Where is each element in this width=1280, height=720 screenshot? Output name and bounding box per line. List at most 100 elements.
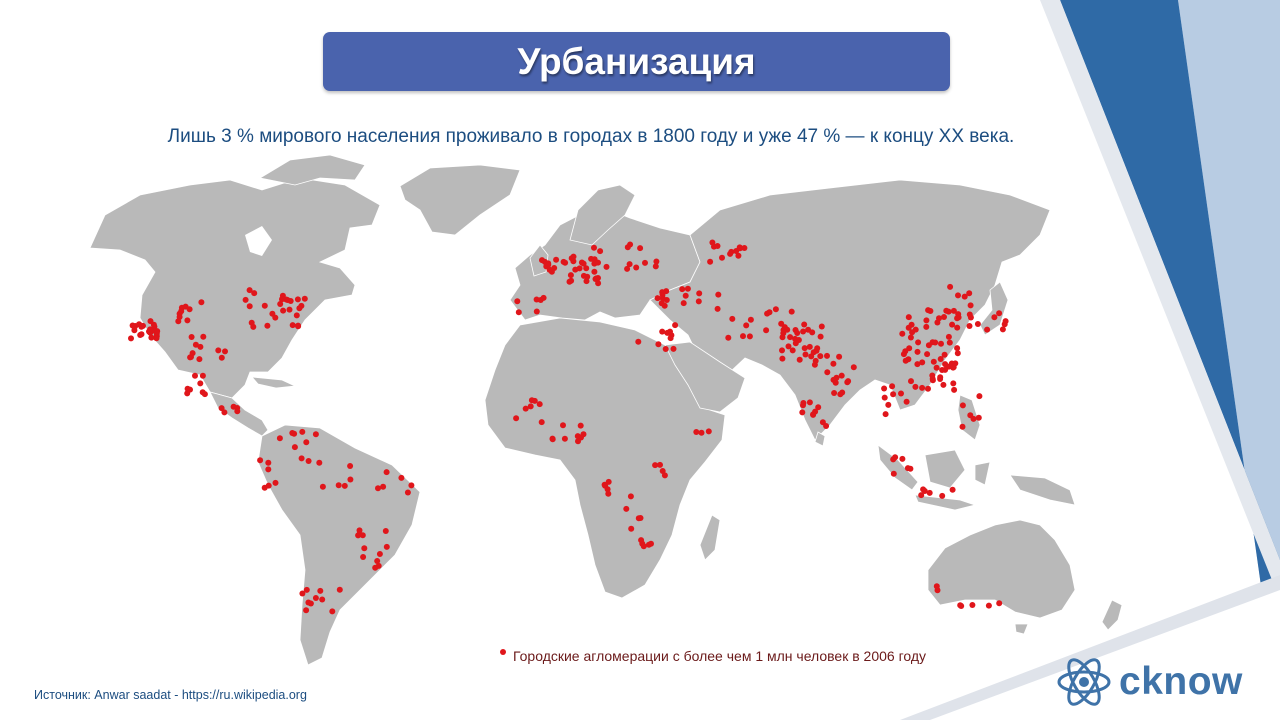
city-dot [347,463,354,469]
city-dot [937,376,944,382]
city-dot [938,340,944,347]
city-dot [178,308,185,315]
city-dot [667,335,674,342]
city-dot [360,554,367,560]
city-dot [903,398,910,405]
city-dot [230,403,237,410]
city-dot [942,361,949,368]
city-dot [907,334,914,341]
city-dot [303,607,310,614]
city-dot [933,583,940,590]
city-dot [623,505,630,512]
city-dot [806,343,813,350]
city-dot [294,296,301,303]
city-dot [662,346,669,352]
city-dot [580,260,587,267]
city-dot [955,292,961,299]
city-dot [383,469,390,476]
city-dot [698,429,705,436]
north-america [89,177,381,399]
cuba [251,376,297,389]
city-dot [514,298,521,305]
city-dot [303,439,310,446]
city-dot [918,492,925,499]
city-dot [810,349,817,356]
city-dot [779,347,785,354]
subtitle: Лишь 3 % мирового населения проживало в … [167,126,1015,147]
city-dot [383,543,390,550]
city-dot [303,586,310,593]
city-dot [234,408,241,415]
city-dot [959,402,966,409]
city-dot [533,308,540,315]
city-dot [242,296,249,303]
city-dot [905,314,912,321]
central-america [209,391,269,437]
sulawesi [974,461,991,486]
city-dot [279,296,285,303]
city-dot [264,322,271,329]
scandinavia [569,184,636,246]
city-dot [404,489,411,496]
city-dot [976,393,983,400]
city-dot [954,345,961,352]
city-dot [939,492,946,499]
city-dot [930,358,937,365]
brand-logo[interactable]: cknow [1055,652,1243,712]
city-dot [548,268,555,275]
city-dot [991,314,998,321]
city-dot [800,328,807,335]
city-dot [138,331,145,338]
legend-label: Городские агломерации с более чем 1 млн … [513,648,927,664]
japan [979,281,1009,336]
city-dot [966,290,973,297]
city-dot [545,261,552,268]
city-dot [810,411,817,418]
city-dot [925,307,932,314]
city-dot [215,347,222,354]
city-dot [597,248,604,255]
city-dot [919,359,926,366]
city-dot [684,285,691,292]
city-dot [626,261,633,268]
sri-lanka [814,431,826,447]
city-dot [945,308,952,315]
city-dot [560,422,566,429]
city-dot [898,390,904,397]
city-dot [881,385,888,392]
city-dot [605,490,612,497]
city-dot [627,493,634,500]
city-dot [628,525,635,532]
city-dot [329,608,336,615]
tasmania [1014,623,1029,635]
city-dot [792,340,799,347]
south-america [257,424,421,666]
city-dot [316,459,323,466]
city-dot [672,322,679,329]
city-dot [811,361,818,368]
page-title: Урбанизация [517,40,756,82]
city-dot [679,286,686,293]
brand-name: cknow [1119,660,1243,703]
city-dot [549,436,556,443]
city-dot [129,322,136,329]
city-dot [815,404,822,411]
city-dot [900,351,907,358]
city-dot [408,482,415,489]
city-dot [312,595,319,601]
city-dot [265,459,272,466]
city-dot [800,402,806,409]
city-dots [128,239,1009,615]
city-dot [655,341,662,348]
city-dot [850,364,857,371]
city-dot [189,350,196,357]
city-dot [779,334,786,341]
city-dot [218,405,225,412]
city-dot [148,334,155,341]
city-dot [890,470,897,477]
city-dot [970,415,977,422]
city-dot [920,486,927,493]
city-dot [246,287,253,294]
city-dot [892,454,899,461]
